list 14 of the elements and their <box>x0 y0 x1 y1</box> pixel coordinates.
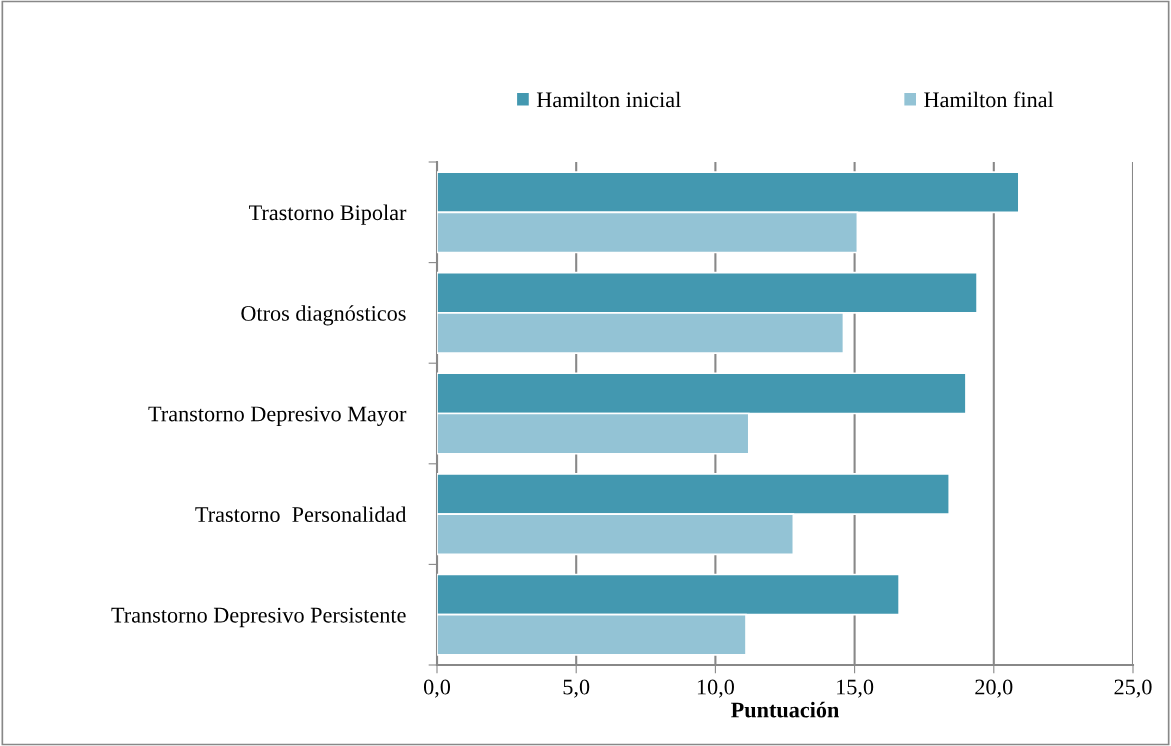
y-tick-label: Trastorno Personalidad <box>195 506 407 523</box>
y-tick-label: Trastorno Bipolar <box>249 204 407 225</box>
x-tick-label: 10,0 <box>697 679 734 698</box>
x-tick-label: 25,0 <box>1114 679 1152 698</box>
legend-label: Hamilton inicial <box>536 91 681 108</box>
x-tick-label: 15,0 <box>837 679 874 698</box>
legend-label: Hamilton final <box>924 91 1054 108</box>
x-tick-label: 5,0 <box>563 679 590 698</box>
y-tick-label: Transtorno Depresivo Persistente <box>111 607 406 628</box>
y-tick-label: Otros diagnósticos <box>241 305 406 326</box>
x-tick-label: 20,0 <box>975 679 1013 698</box>
y-tick-label: Transtorno Depresivo Mayor <box>148 406 407 426</box>
x-axis-title: Puntuación <box>731 701 839 718</box>
x-tick-label: 0,0 <box>423 679 451 698</box>
